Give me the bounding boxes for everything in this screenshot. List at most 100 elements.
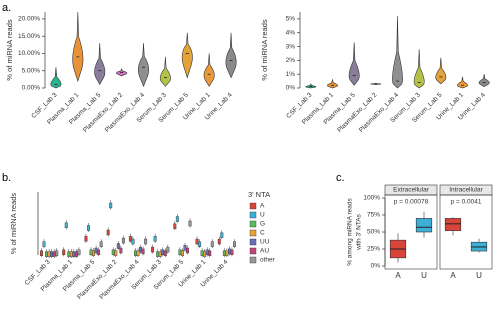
y-tick-label: 10.00% xyxy=(18,50,40,57)
violin xyxy=(72,11,84,83)
box xyxy=(444,218,462,231)
violin xyxy=(50,67,62,89)
violin xyxy=(392,16,403,89)
box xyxy=(119,247,123,254)
box xyxy=(109,202,113,209)
box xyxy=(94,247,98,254)
box xyxy=(72,251,76,257)
box xyxy=(136,250,140,256)
x-tick-label: U xyxy=(421,271,427,280)
y-tick-label: 50% xyxy=(367,229,380,236)
box xyxy=(233,241,236,247)
y-tick-label: 0.00% xyxy=(22,85,41,92)
legend-swatch xyxy=(249,202,257,210)
y-tick-label: 5.00% xyxy=(22,67,41,74)
legend-swatch xyxy=(249,220,257,228)
y-tick-label: 3% xyxy=(286,43,296,50)
box xyxy=(114,250,118,256)
box xyxy=(92,250,96,256)
box xyxy=(195,238,199,245)
box xyxy=(188,220,192,227)
box xyxy=(116,243,120,249)
x-tick-label: A xyxy=(450,271,456,280)
legend-label: U xyxy=(260,212,265,219)
x-tick-label: PlasmaExo_Lab 2 xyxy=(82,91,125,134)
box xyxy=(166,246,170,253)
y-tick-label: 0% xyxy=(371,263,381,270)
box xyxy=(198,241,202,247)
box xyxy=(121,237,125,244)
x-tick-label: PlasmaExo_Lab 4 xyxy=(98,258,141,301)
legend-swatch xyxy=(249,247,257,255)
violin xyxy=(435,57,447,85)
y-axis-label: % among miRNA reads xyxy=(347,197,354,265)
legend-swatch xyxy=(249,256,257,264)
legend-swatch xyxy=(249,211,257,219)
box xyxy=(158,251,162,257)
y-tick-label: 20.00% xyxy=(18,16,40,23)
box xyxy=(64,222,68,229)
box xyxy=(208,250,212,256)
legend-swatch xyxy=(249,238,257,246)
legend-swatch xyxy=(249,229,257,237)
box xyxy=(97,249,101,256)
box xyxy=(163,250,167,256)
box xyxy=(47,251,51,257)
box xyxy=(74,251,78,257)
box xyxy=(225,250,229,256)
box xyxy=(415,218,433,233)
box xyxy=(220,232,224,238)
facet-title: Intracellular xyxy=(449,187,483,194)
box xyxy=(67,251,71,257)
legend-label: UU xyxy=(260,239,270,246)
y-axis-label: % of miRNA reads xyxy=(9,193,18,255)
box xyxy=(139,246,143,253)
box xyxy=(144,238,148,245)
x-tick-label: A xyxy=(395,271,401,280)
box xyxy=(42,241,46,247)
facet-panel xyxy=(384,194,438,270)
y-axis-label: with 3' NTAs xyxy=(356,213,363,251)
box xyxy=(128,236,132,242)
box xyxy=(175,216,179,222)
y-axis-label: % of miRNA reads xyxy=(260,19,269,81)
x-tick-label: PlasmaExo_Lab 4 xyxy=(104,91,147,134)
violin xyxy=(413,49,425,89)
y-tick-label: 75% xyxy=(367,212,380,219)
box xyxy=(161,249,165,256)
box xyxy=(52,251,56,257)
violin xyxy=(305,83,317,89)
facet-title: Extracellular xyxy=(393,187,430,194)
box xyxy=(183,245,187,251)
box xyxy=(186,247,189,254)
box xyxy=(227,248,231,255)
box xyxy=(55,250,59,256)
box xyxy=(178,249,182,256)
box xyxy=(99,241,103,247)
box xyxy=(205,249,209,256)
legend-label: other xyxy=(260,257,276,264)
facet-panel xyxy=(439,194,493,270)
panel-label: c. xyxy=(336,172,345,184)
box xyxy=(210,241,214,247)
box xyxy=(153,236,157,242)
box xyxy=(77,249,81,256)
violin xyxy=(478,74,490,87)
violin xyxy=(225,32,237,79)
box xyxy=(40,250,43,256)
box xyxy=(131,238,135,245)
legend-label: AU xyxy=(260,248,269,255)
panel-label: a. xyxy=(2,2,11,14)
box xyxy=(45,251,49,257)
box xyxy=(203,251,207,257)
box xyxy=(133,250,137,256)
violin xyxy=(457,76,468,89)
box xyxy=(141,248,145,255)
legend-title: 3' NTA xyxy=(248,190,270,199)
box xyxy=(151,246,155,253)
p-value: p = 0.00078 xyxy=(394,199,429,206)
box xyxy=(156,251,160,257)
x-tick-label: U xyxy=(476,271,482,280)
box xyxy=(62,249,66,256)
box xyxy=(89,249,93,256)
